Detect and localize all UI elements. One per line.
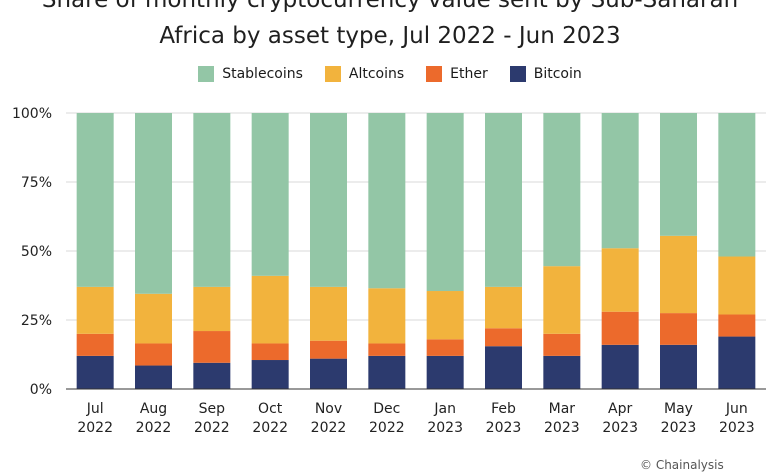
legend-label-stablecoins: Stablecoins [222, 66, 303, 82]
legend-label-ether: Ether [450, 66, 488, 82]
bar-bitcoin-7 [485, 346, 522, 389]
bar-altcoins-0 [76, 286, 114, 334]
x-tick-label-2-0: Sep [199, 401, 226, 417]
legend-swatch-stablecoins [198, 66, 215, 82]
legend-swatch-altcoins [324, 66, 341, 82]
bar-altcoins-11 [718, 256, 756, 315]
bar-stablecoins-2 [193, 113, 231, 287]
bar-altcoins-5 [368, 288, 406, 344]
x-tick-label-8-1: 2023 [544, 420, 580, 436]
y-tick-label-75: 75% [21, 175, 52, 191]
x-tick-label-10-0: May [664, 401, 693, 417]
chart-title-line2: Africa by asset type, Jul 2022 - Jun 202… [159, 23, 621, 49]
y-tick-label-50: 50% [21, 244, 52, 260]
bar-altcoins-2 [193, 286, 231, 332]
bar-altcoins-10 [660, 235, 697, 314]
bar-stablecoins-11 [718, 113, 756, 257]
bar-ether-3 [251, 343, 289, 361]
bar-bitcoin-0 [76, 355, 114, 389]
bar-stablecoins-3 [251, 113, 289, 276]
bar-bitcoin-2 [193, 362, 231, 389]
bar-ether-2 [193, 331, 231, 363]
bar-bitcoin-8 [543, 355, 581, 389]
legend-item-stablecoins: Stablecoins [198, 66, 303, 82]
legend-swatch-ether [426, 66, 443, 82]
bar-altcoins-3 [251, 275, 289, 344]
bar-bitcoin-9 [601, 344, 639, 389]
y-tick-label-25: 25% [21, 313, 52, 329]
bar-ether-1 [135, 343, 172, 366]
x-tick-label-1-1: 2022 [136, 420, 172, 436]
x-tick-label-4-0: Nov [315, 401, 342, 417]
bar-altcoins-4 [310, 286, 347, 341]
bar-stablecoins-8 [543, 113, 581, 267]
bar-ether-0 [76, 333, 114, 356]
bar-stablecoins-1 [135, 113, 172, 294]
x-tick-label-2-1: 2022 [194, 420, 230, 436]
x-tick-label-11-0: Jun [725, 401, 748, 417]
bar-bitcoin-5 [368, 355, 406, 389]
chart-title-line1: Share of monthly cryptocurrency value se… [41, 0, 739, 13]
legend-label-altcoins: Altcoins [348, 66, 405, 82]
legend-item-altcoins: Altcoins [324, 66, 405, 82]
bar-ether-9 [601, 311, 639, 345]
bar-stablecoins-7 [485, 113, 522, 287]
bar-ether-10 [660, 313, 697, 345]
bar-ether-8 [543, 333, 581, 356]
x-tick-label-5-1: 2022 [369, 420, 405, 436]
bar-ether-6 [426, 339, 464, 356]
bar-stablecoins-6 [426, 113, 464, 292]
bar-altcoins-8 [543, 266, 581, 334]
bar-stablecoins-9 [601, 113, 639, 249]
legend: Stablecoins Altcoins Ether Bitcoin [0, 66, 780, 82]
y-tick-label-0: 0% [30, 382, 52, 398]
x-tick-label-9-1: 2023 [602, 420, 638, 436]
x-tick-label-3-0: Oct [258, 401, 283, 417]
bar-altcoins-1 [135, 293, 172, 344]
bar-altcoins-7 [485, 286, 522, 329]
bar-altcoins-6 [426, 291, 464, 340]
bar-bitcoin-11 [718, 336, 756, 389]
bar-stablecoins-5 [368, 113, 406, 289]
bar-bitcoin-6 [426, 355, 464, 389]
legend-label-bitcoin: Bitcoin [533, 66, 582, 82]
x-tick-label-0-1: 2022 [77, 420, 113, 436]
x-tick-label-1-0: Aug [140, 401, 167, 417]
x-tick-label-11-1: 2023 [719, 420, 755, 436]
y-tick-label-100: 100% [12, 106, 52, 122]
source-credit: © Chainalysis [640, 458, 724, 472]
bar-altcoins-9 [601, 248, 639, 312]
bar-stablecoins-10 [660, 113, 697, 236]
x-tick-label-4-1: 2022 [311, 420, 347, 436]
bar-stablecoins-4 [310, 113, 347, 287]
legend-swatch-bitcoin [509, 66, 526, 82]
x-tick-label-6-0: Jan [433, 401, 456, 417]
legend-item-bitcoin: Bitcoin [509, 66, 582, 82]
legend-item-ether: Ether [426, 66, 488, 82]
x-tick-label-7-1: 2023 [486, 420, 522, 436]
bar-stablecoins-0 [76, 113, 114, 287]
bar-bitcoin-3 [251, 360, 289, 389]
bar-bitcoin-4 [310, 358, 347, 389]
bar-ether-4 [310, 340, 347, 359]
bar-ether-7 [485, 328, 522, 347]
x-tick-label-3-1: 2022 [252, 420, 288, 436]
x-tick-label-5-0: Dec [373, 401, 400, 417]
x-tick-label-8-0: Mar [549, 401, 576, 417]
x-tick-label-10-1: 2023 [661, 420, 697, 436]
bar-ether-11 [718, 314, 756, 337]
x-tick-label-7-0: Feb [491, 401, 516, 417]
bar-bitcoin-1 [135, 365, 172, 389]
x-tick-label-0-0: Jul [86, 401, 104, 417]
bar-ether-5 [368, 343, 406, 356]
x-tick-label-6-1: 2023 [427, 420, 463, 436]
bar-bitcoin-10 [660, 344, 697, 389]
x-tick-label-9-0: Apr [608, 401, 632, 417]
